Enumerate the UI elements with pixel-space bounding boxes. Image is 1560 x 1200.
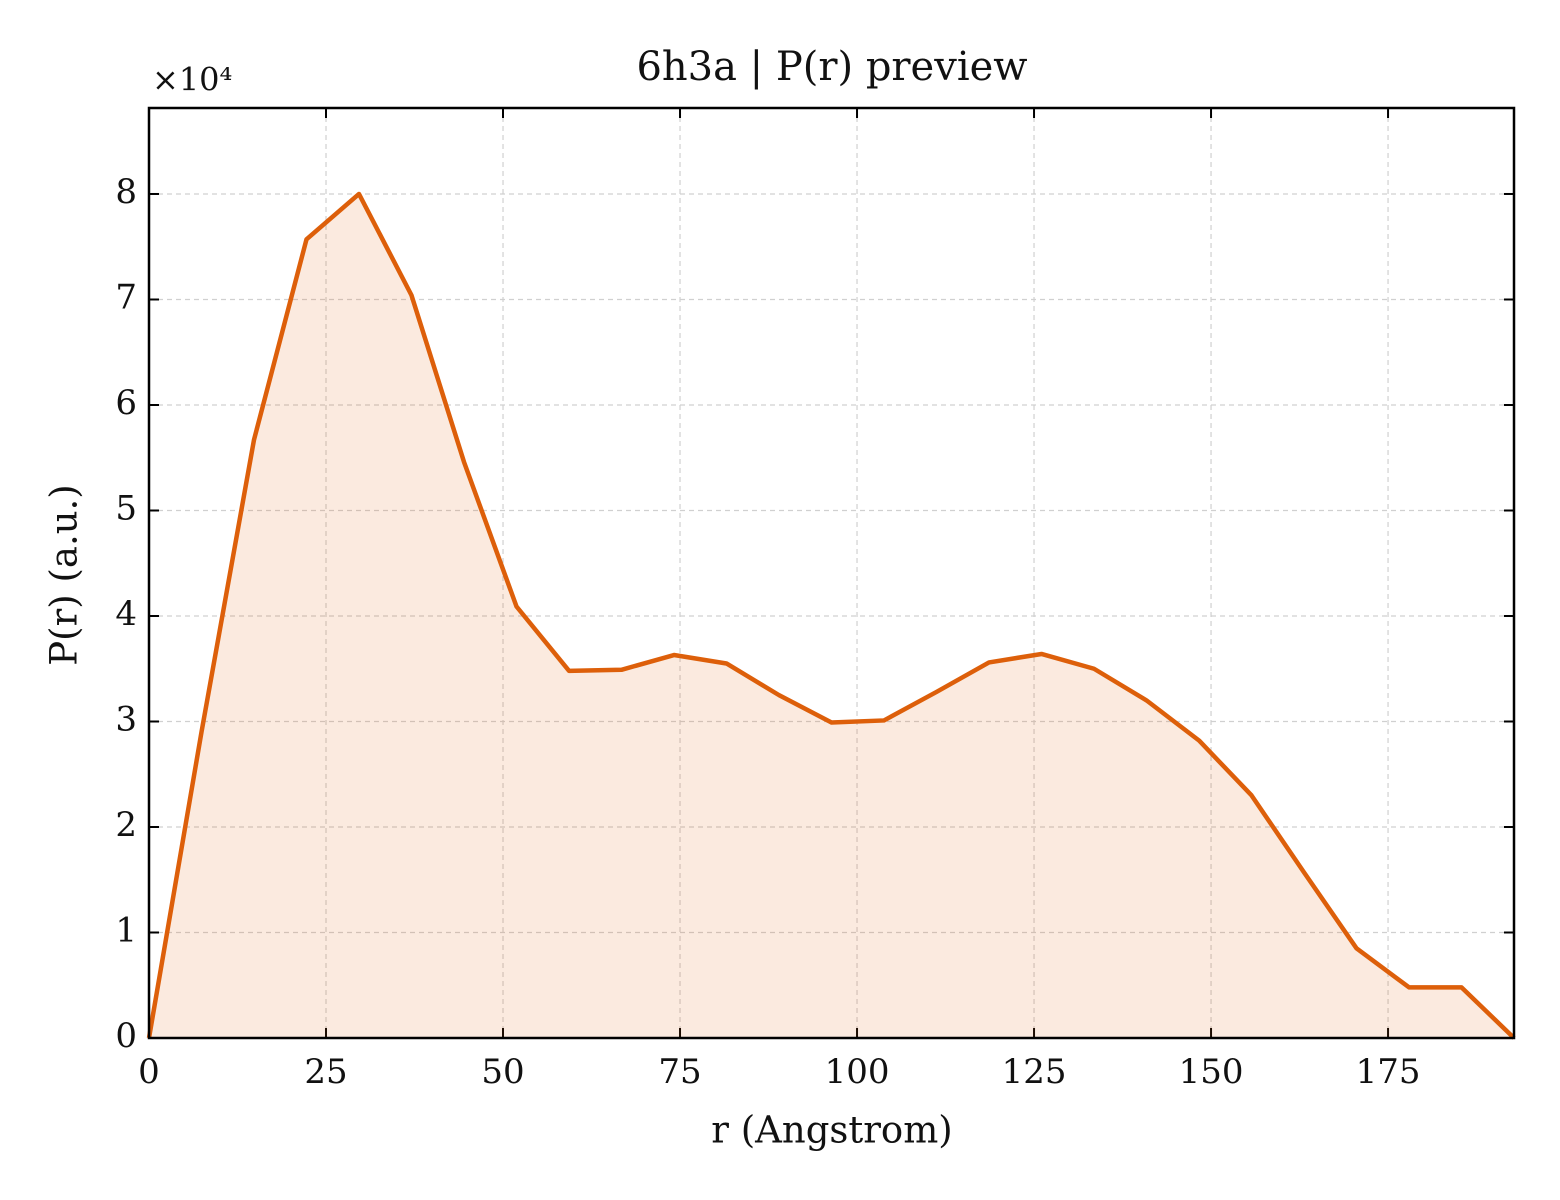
x-tick-label: 125 — [1002, 1052, 1067, 1092]
x-tick-label: 150 — [1179, 1052, 1244, 1092]
y-offset-label: ×10⁴ — [152, 61, 232, 99]
plot-frame — [147, 106, 1516, 1040]
chart-title: 6h3a | P(r) preview — [636, 44, 1027, 90]
y-tick-label: 0 — [115, 1016, 137, 1056]
x-tick-label: 25 — [304, 1052, 347, 1092]
y-tick-label: 4 — [115, 594, 137, 634]
y-tick-label: 8 — [115, 172, 137, 212]
y-axis-label: P(r) (a.u.) — [43, 484, 86, 666]
y-tick-label: 6 — [115, 383, 137, 423]
x-axis-label: r (Angstrom) — [711, 1109, 952, 1152]
line — [146, 191, 1516, 1040]
y-tick-label: 3 — [115, 699, 137, 739]
x-tick-label: 175 — [1356, 1052, 1421, 1092]
area — [149, 193, 1514, 1038]
x-tick-label: 0 — [138, 1052, 160, 1092]
y-tick-label: 5 — [115, 488, 137, 528]
y-tick-label: 2 — [115, 805, 137, 845]
x-tick-label: 100 — [825, 1052, 890, 1092]
x-tick-label: 75 — [658, 1052, 701, 1092]
y-tick-label: 1 — [115, 910, 137, 950]
x-tick-label: 50 — [481, 1052, 524, 1092]
y-tick-label: 7 — [115, 277, 137, 317]
